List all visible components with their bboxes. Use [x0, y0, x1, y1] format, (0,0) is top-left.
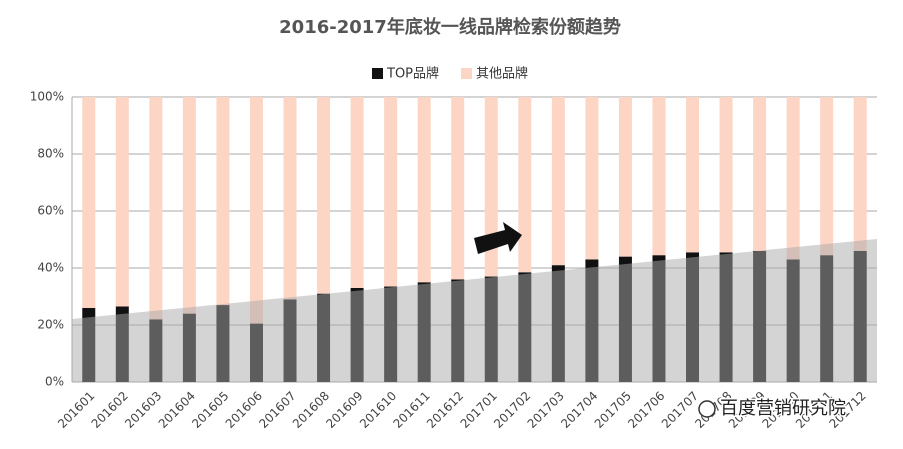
bar-segment — [686, 97, 700, 253]
bar-segment — [618, 97, 632, 257]
bar-segment — [585, 97, 599, 260]
bar-segment — [283, 97, 297, 300]
bar-segment — [182, 97, 196, 314]
watermark-group: 百度营销研究院 — [698, 397, 848, 421]
legend-swatch — [372, 68, 383, 79]
bar-segment — [249, 97, 263, 324]
bar-segment — [820, 97, 834, 256]
bar-segment — [149, 97, 163, 320]
watermark: 百度营销研究院 — [720, 398, 846, 419]
bar-segment — [384, 97, 398, 287]
bar-segment — [518, 97, 532, 273]
bar-segment — [350, 97, 364, 288]
legend-label: 其他品牌 — [476, 66, 528, 82]
trend-area — [72, 239, 877, 382]
y-tick-label: 100% — [30, 90, 64, 104]
bar-segment — [115, 97, 129, 307]
bar-segment — [484, 97, 498, 277]
y-tick-label: 40% — [37, 261, 64, 275]
watermark-icon — [698, 400, 716, 418]
y-tick-label: 0% — [45, 375, 64, 389]
bar-segment — [652, 97, 666, 256]
arrow — [474, 222, 522, 254]
bar-segment — [216, 97, 230, 306]
bar-segment — [753, 97, 767, 251]
y-tick-label: 80% — [37, 147, 64, 161]
y-tick-label: 20% — [37, 318, 64, 332]
bar-segment — [786, 97, 800, 260]
bar-segment — [853, 97, 867, 251]
bar-segment — [451, 97, 465, 280]
bar-segment — [551, 97, 565, 266]
chart-title: 2016-2017年底妆一线品牌检索份额趋势 — [279, 16, 621, 38]
legend-label: TOP品牌 — [386, 66, 439, 82]
legend-swatch — [461, 68, 473, 79]
y-tick-label: 60% — [37, 204, 64, 218]
bar-segment — [317, 97, 331, 294]
bar-segment — [719, 97, 733, 253]
bar-segment — [82, 97, 96, 308]
bar-segment — [417, 97, 431, 283]
